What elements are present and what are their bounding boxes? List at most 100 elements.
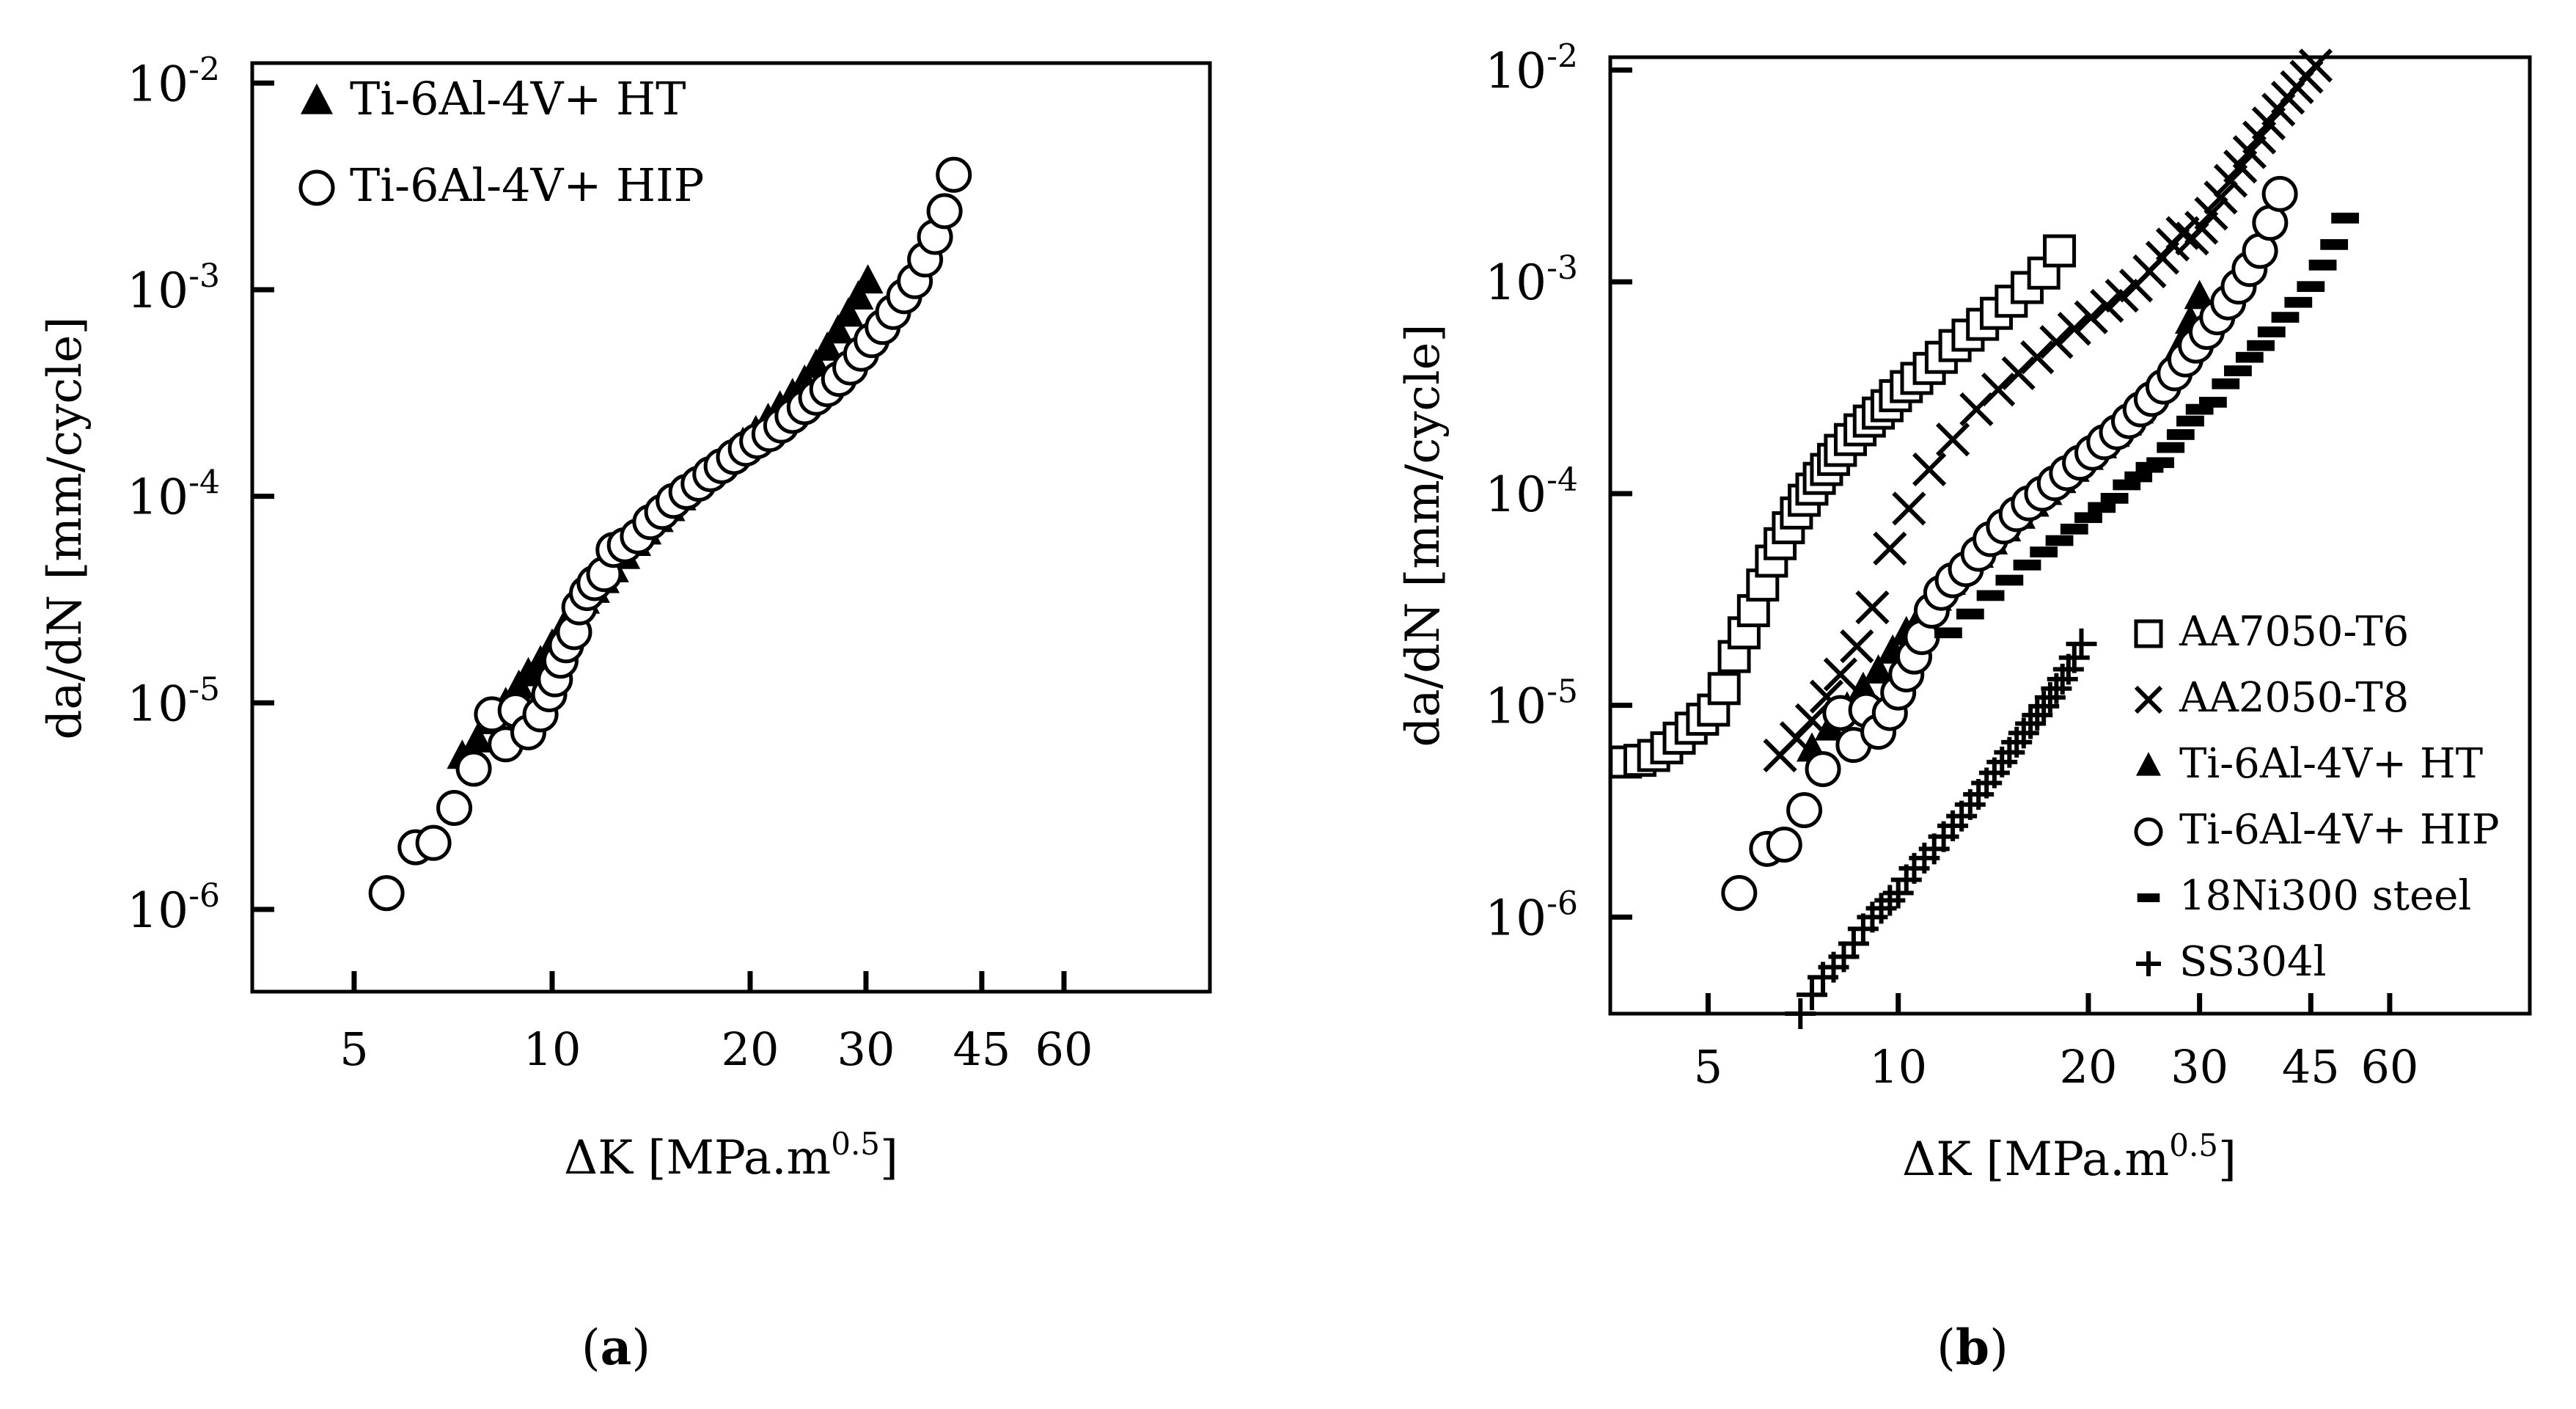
panel-label: (a) <box>581 1319 650 1376</box>
x-axis-title: ΔK [MPa.m0.5] <box>564 1126 898 1185</box>
y-tick-label: 10-4 <box>127 464 220 526</box>
data-point <box>2198 397 2227 408</box>
y-tick-label: 10-4 <box>1485 461 1578 523</box>
data-point <box>436 790 473 827</box>
data-point <box>2212 378 2240 389</box>
data-point <box>1707 672 1741 706</box>
data-point <box>2060 523 2088 535</box>
data-point <box>1892 491 1926 526</box>
data-point <box>812 331 843 361</box>
x-tick-label: 10 <box>1869 1040 1927 1094</box>
y-tick-label: 10-3 <box>1485 249 1578 311</box>
legend-marker <box>2136 752 2161 776</box>
data-point <box>2165 216 2200 250</box>
data-point <box>1935 422 1970 457</box>
panel-label: (b) <box>1937 1319 2008 1376</box>
chart-panel-a: 5 10 20 30 45 60 10-6 10-5 10-4 10-3 10-2 ΔK [MPa.m… <box>38 51 1212 1376</box>
legend-label: SS304l <box>2179 938 2327 986</box>
legend-marker <box>301 83 333 114</box>
x-tick-label: 20 <box>722 1022 779 1076</box>
data-point <box>1785 998 1816 1029</box>
x-tick-label: 60 <box>1035 1022 1093 1076</box>
y-tick-label: 10-6 <box>1485 885 1578 946</box>
data-point <box>2247 340 2275 351</box>
data-point <box>852 264 884 294</box>
x-tick-label: 5 <box>340 1022 368 1076</box>
legend-label: Ti-6Al-4V+ HIP <box>2179 806 2500 854</box>
data-point <box>2157 442 2185 453</box>
data-point <box>2039 325 2074 359</box>
legend-marker <box>2136 951 2161 976</box>
data-point <box>2235 351 2264 363</box>
data-point <box>1721 874 1758 911</box>
legend-marker <box>2137 893 2160 902</box>
x-axis-title: ΔK [MPa.m0.5] <box>1902 1127 2236 1187</box>
series-18ni300-steel <box>1934 212 2360 639</box>
data-point <box>2100 493 2129 504</box>
data-point <box>832 297 864 327</box>
data-point <box>1912 452 1947 487</box>
x-tick-label: 60 <box>2360 1040 2418 1094</box>
data-point <box>1766 827 1802 863</box>
legend-label: AA2050-T8 <box>2179 674 2409 722</box>
data-point <box>2066 628 2097 659</box>
data-point <box>936 156 972 193</box>
data-point <box>2030 546 2058 557</box>
data-point <box>2224 365 2252 376</box>
data-point <box>1823 657 1857 692</box>
data-point <box>1805 751 1841 788</box>
data-point <box>2074 300 2108 334</box>
legend-marker <box>2134 619 2163 648</box>
plot-frame <box>1608 55 2532 1016</box>
y-axis-title: da/dN [mm/cycle] <box>1396 323 1450 747</box>
data-point <box>1976 590 2005 601</box>
data-point <box>1882 877 1914 909</box>
data-point <box>2013 559 2041 571</box>
data-point <box>2176 415 2204 427</box>
data-point <box>2090 288 2124 323</box>
data-point <box>1863 654 1894 684</box>
series-ti-6al-4v-hip <box>1721 175 2298 911</box>
data-point <box>2194 197 2228 231</box>
legend-label: Ti-6Al-4V+ HT <box>350 72 686 125</box>
data-point <box>2146 457 2175 469</box>
y-tick-label: 10-2 <box>1485 38 1578 100</box>
data-point <box>2261 175 2298 212</box>
data-point <box>2320 239 2349 250</box>
legend-marker <box>2134 685 2163 714</box>
data-point <box>462 722 493 753</box>
legend-label: 18Ni300 steel <box>2179 872 2471 920</box>
x-tick-label: 10 <box>524 1022 581 1076</box>
data-point <box>2057 312 2091 346</box>
data-point <box>2184 279 2215 310</box>
data-point <box>2308 260 2337 271</box>
data-point <box>1855 590 1890 625</box>
data-point <box>1840 629 1874 664</box>
series-aa7050-t6 <box>1609 234 2077 779</box>
data-point <box>1981 372 2016 407</box>
data-point <box>455 750 492 787</box>
data-point <box>2105 279 2139 313</box>
data-point <box>2213 164 2248 198</box>
data-point <box>2074 512 2102 524</box>
y-tick-label: 10-3 <box>127 257 220 319</box>
data-point <box>2166 429 2195 440</box>
data-point <box>2223 150 2258 184</box>
data-point <box>843 280 874 310</box>
series-ti-6al-4v-hip <box>368 156 972 912</box>
data-point <box>2271 312 2300 323</box>
legend-label: Ti-6Al-4V+ HT <box>2179 740 2483 788</box>
series-aa2050-t8 <box>1763 48 2333 773</box>
chart-panel-b: 5 10 20 30 45 60 10-6 10-5 10-4 10-3 10-2 ΔK [MPa.m… <box>1396 38 2532 1376</box>
data-point <box>2184 211 2219 245</box>
data-point <box>2298 48 2333 83</box>
data-point <box>2284 296 2313 308</box>
data-point <box>2045 535 2074 546</box>
y-tick-label: 10-5 <box>1485 673 1578 735</box>
data-point <box>2232 135 2267 169</box>
x-tick-label: 45 <box>2282 1040 2340 1094</box>
data-point <box>1995 574 2024 586</box>
data-point <box>822 314 854 344</box>
data-point <box>2058 642 2090 673</box>
